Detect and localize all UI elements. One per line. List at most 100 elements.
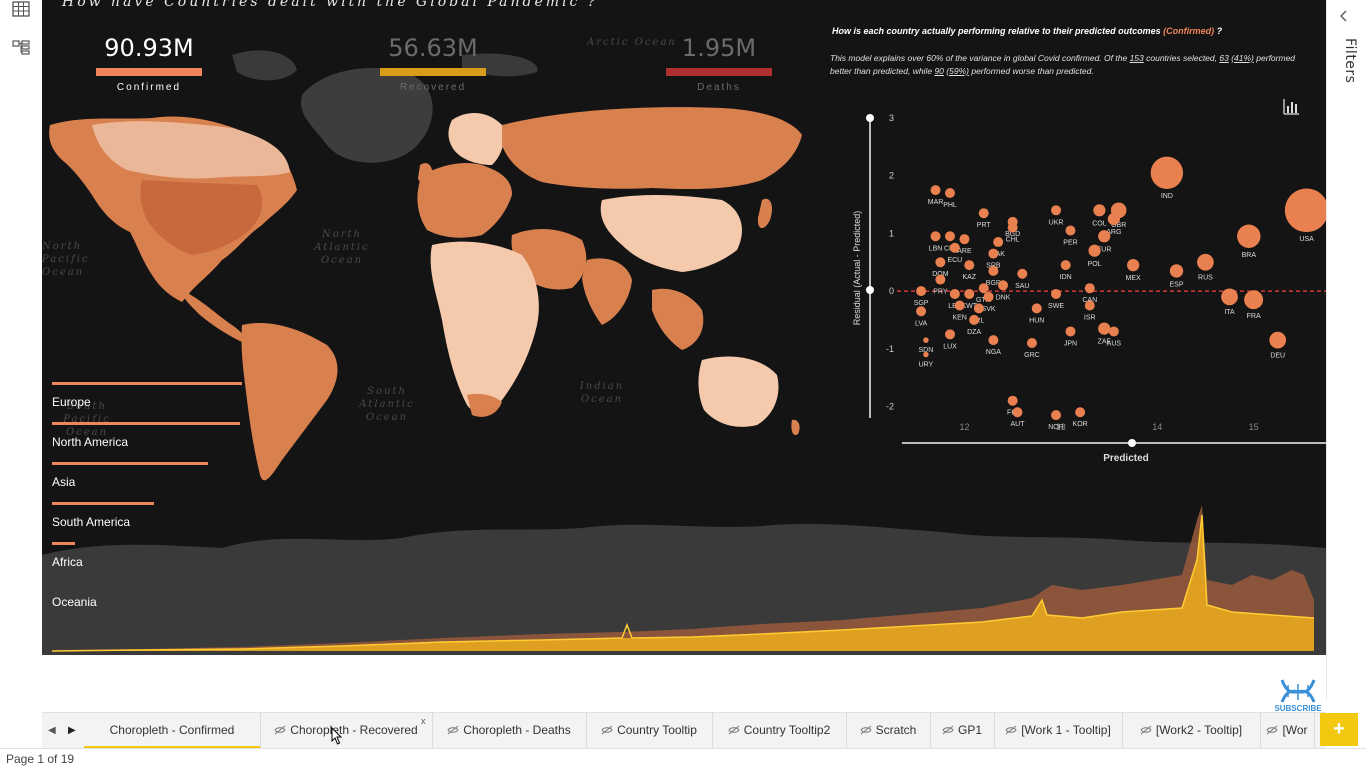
chart-type-icon[interactable]	[1282, 98, 1300, 116]
ocean-label-indian: Indian Ocean	[579, 381, 625, 405]
filters-pane[interactable]	[1326, 0, 1366, 700]
scatter-point-label: NOR	[1048, 424, 1064, 431]
scatter-point-label: LBN	[929, 245, 943, 252]
filters-label[interactable]: Filters	[1342, 38, 1358, 84]
scatter-point-label: JPN	[1064, 340, 1077, 347]
scatter-point	[1060, 260, 1071, 271]
scatter-point	[1150, 156, 1184, 190]
region-bar-asia[interactable]: Asia	[52, 462, 252, 489]
tab-page[interactable]: Choropleth - Recovered	[260, 713, 433, 748]
scatter-point-label: PAK	[991, 251, 1005, 258]
region-bar-oceania[interactable]: Oceania	[52, 582, 252, 609]
tab-label: [Work 1 - Tooltip]	[1021, 723, 1111, 737]
kpi-confirmed[interactable]: 90.93M Confirmed	[94, 34, 204, 93]
kpi-deaths[interactable]: 1.95M Deaths	[664, 34, 774, 93]
scatter-point	[978, 283, 989, 294]
desc-better: 63	[1219, 53, 1229, 63]
canvas-margin	[42, 655, 1326, 710]
scatter-point-label: ECU	[947, 257, 962, 264]
page-indicator: Page 1 of 19	[6, 752, 75, 766]
add-page-button[interactable]: +	[1320, 713, 1358, 746]
desc-worse: 90	[934, 66, 944, 76]
collapse-pane-icon[interactable]	[1338, 10, 1350, 22]
close-tab-icon[interactable]: x	[421, 716, 426, 726]
scatter-point-label: BRA	[1242, 252, 1257, 259]
world-map[interactable]	[42, 0, 1326, 655]
scatter-point-label: IDN	[1060, 274, 1072, 281]
scatter-point-label: ESP	[1170, 282, 1184, 289]
x-tick-label: 15	[1249, 422, 1259, 432]
residual-scatter-chart[interactable]: -2-101231213141516Residual (Actual - Pre…	[802, 100, 1326, 480]
timeline-confirmed-area	[52, 505, 1314, 650]
kpi-recovered-bar	[380, 68, 486, 76]
tab-label: Choropleth - Deaths	[463, 723, 571, 737]
tab-page[interactable]: Choropleth - Deaths	[432, 713, 587, 748]
scatter-point	[1075, 407, 1086, 418]
kpi-recovered-value: 56.63M	[388, 34, 478, 62]
tab-page[interactable]: Country Tooltip	[586, 713, 713, 748]
scatter-point-label: SGP	[914, 300, 929, 307]
scatter-point	[988, 248, 999, 259]
y-tick-label: -1	[886, 344, 894, 354]
scatter-point	[1051, 288, 1062, 299]
scatter-point-label: LUX	[943, 343, 957, 350]
scatter-point	[945, 188, 956, 198]
x-range-slider-handle	[1128, 439, 1136, 447]
region-bar-south-america[interactable]: South America	[52, 502, 252, 529]
region-bar-africa[interactable]: Africa	[52, 542, 252, 569]
scatter-point	[1012, 407, 1023, 418]
scatter-point-label: ARE	[957, 248, 972, 255]
map-greenland	[301, 67, 433, 163]
region-bar-north-america[interactable]: North America	[52, 422, 252, 449]
scatter-point-label: AUS	[1107, 340, 1122, 347]
table-view-icon[interactable]	[11, 0, 31, 20]
scatter-point-label: DZA	[967, 329, 981, 336]
scatter-point	[988, 335, 999, 346]
x-tick-label: 13	[1056, 422, 1066, 432]
scatter-point	[1197, 253, 1214, 271]
scatter-point-label: GBR	[1111, 222, 1126, 229]
scatter-point	[983, 291, 994, 302]
kpi-recovered[interactable]: 56.63M Recovered	[378, 34, 488, 93]
tab-page[interactable]: GP1	[930, 713, 995, 748]
scatter-point	[954, 300, 965, 311]
report-title: How have Countries dealt with the Global…	[62, 0, 599, 10]
model-view-icon[interactable]	[11, 38, 31, 58]
y-tick-label: 3	[889, 113, 894, 123]
scatter-point-label: PHL	[943, 202, 957, 209]
scatter-point	[1098, 230, 1111, 243]
tab-page[interactable]: [Work2 - Tooltip]	[1122, 713, 1261, 748]
timeline-recovered-line	[51, 514, 1315, 652]
status-bar: Page 1 of 19	[0, 748, 1366, 769]
ocean-label-north-atlantic: North Atlantic Ocean	[314, 229, 370, 266]
tab-page[interactable]: Choropleth - Confirmed	[84, 713, 261, 749]
tabs-next-arrow[interactable]: ▶	[68, 725, 76, 736]
scatter-point-label: BGD	[1005, 231, 1020, 238]
scatter-point-label: PRY	[933, 289, 948, 296]
hidden-page-icon	[601, 725, 613, 735]
scatter-point	[1017, 268, 1028, 279]
logo-text: SUBSCRIBE	[1274, 704, 1322, 712]
scatter-point	[1088, 244, 1101, 257]
tab-page[interactable]: [Work 1 - Tooltip]	[994, 713, 1123, 748]
scatter-description: This model explains over 60% of the vari…	[830, 52, 1310, 78]
scatter-point-label: FRA	[1247, 313, 1261, 320]
tab-page[interactable]: [Wor	[1260, 713, 1315, 748]
region-bar-europe[interactable]: Europe	[52, 382, 252, 409]
tab-page[interactable]: Country Tooltip2	[712, 713, 847, 748]
tabs-prev-arrow[interactable]: ◀	[48, 725, 56, 736]
kpi-confirmed-label: Confirmed	[116, 82, 182, 93]
tab-page[interactable]: Scratch	[846, 713, 931, 748]
page-tabs-bar: ◀ ▶ Choropleth - Confirmed Choropleth - R…	[42, 712, 1326, 749]
y-range-slider-handle	[866, 114, 874, 122]
scatter-point	[964, 288, 975, 299]
scatter-point	[964, 260, 975, 271]
desc-part-2: countries selected,	[1146, 53, 1217, 63]
map-europe	[417, 163, 512, 238]
scatter-point-label: PRT	[977, 222, 992, 229]
region-label: North America	[52, 435, 129, 449]
tab-label: Country Tooltip	[617, 723, 697, 737]
scatter-title: How is each country actually performing …	[832, 26, 1222, 36]
hidden-page-icon	[942, 725, 954, 735]
scatter-point-label: BGR	[986, 280, 1001, 287]
